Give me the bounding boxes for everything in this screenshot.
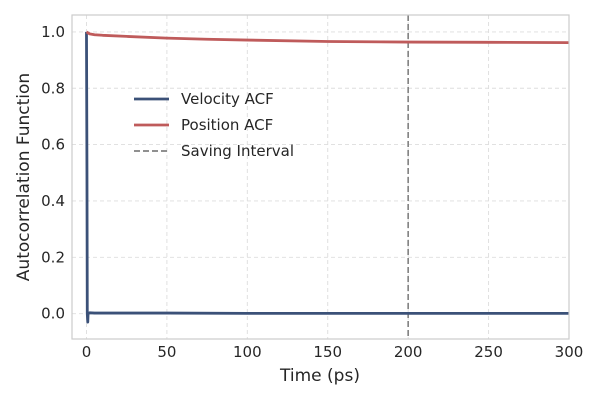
legend-label: Position ACF [181, 116, 273, 134]
velocity-acf-line [85, 31, 569, 324]
y-tick-labels: 0.0 0.2 0.4 0.6 0.8 1.0 [41, 23, 65, 323]
legend-item-velocity-acf: Velocity ACF [134, 90, 274, 108]
x-tick-label: 100 [233, 343, 262, 361]
grid [72, 15, 570, 339]
x-tick-label: 150 [313, 343, 342, 361]
position-acf-line [85, 30, 570, 45]
legend-label: Saving Interval [181, 142, 294, 160]
x-tick-label: 0 [82, 343, 92, 361]
y-tick-label: 0.2 [41, 248, 65, 266]
x-tick-label: 250 [474, 343, 503, 361]
legend-item-saving-interval: Saving Interval [134, 142, 294, 160]
x-tick-label: 200 [394, 343, 423, 361]
y-tick-label: 0.8 [41, 79, 65, 97]
legend: Velocity ACF Position ACF Saving Interval [134, 90, 294, 160]
x-tick-label: 50 [157, 343, 176, 361]
y-tick-label: 0.6 [41, 136, 65, 154]
x-axis-label: Time (ps) [279, 366, 360, 386]
series-lines [85, 30, 570, 324]
y-tick-label: 0.4 [41, 192, 65, 210]
y-axis-label: Autocorrelation Function [14, 73, 34, 281]
y-tick-label: 1.0 [41, 23, 65, 41]
y-tick-label: 0.0 [41, 305, 65, 323]
x-tick-label: 300 [555, 343, 584, 361]
legend-label: Velocity ACF [181, 90, 274, 108]
x-tick-labels: 0 50 100 150 200 250 300 [82, 343, 584, 361]
legend-item-position-acf: Position ACF [134, 116, 273, 134]
plot-frame [71, 14, 570, 340]
